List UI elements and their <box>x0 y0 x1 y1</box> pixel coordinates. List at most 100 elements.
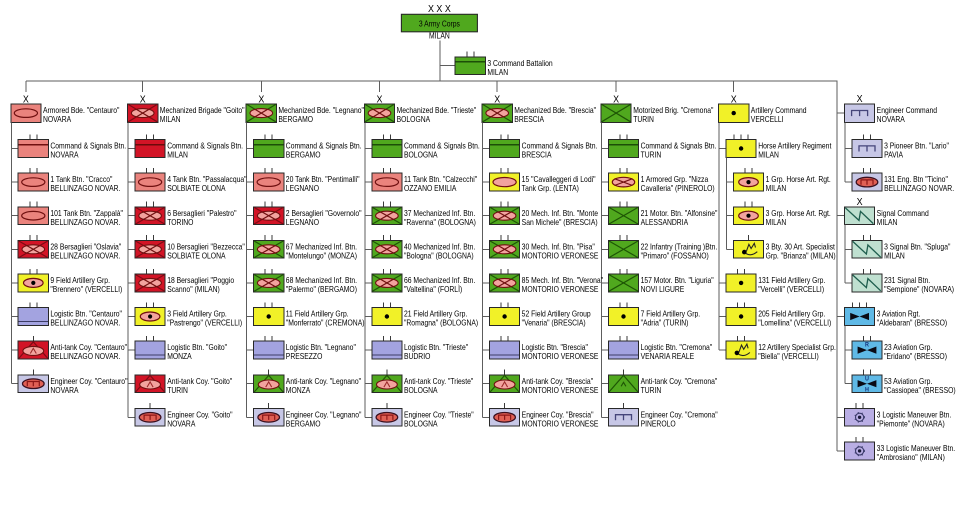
svg-text:MONZA: MONZA <box>167 352 192 362</box>
svg-text:San Michele" (BRESCIA): San Michele" (BRESCIA) <box>522 217 598 227</box>
svg-text:NOVARA: NOVARA <box>50 150 78 160</box>
svg-text:NOVARA: NOVARA <box>877 114 905 124</box>
svg-text:"Lomellina" (VERCELLI): "Lomellina" (VERCELLI) <box>758 318 831 328</box>
svg-text:X: X <box>613 94 619 106</box>
svg-text:3 Signal Btn. "Spluga": 3 Signal Btn. "Spluga" <box>884 242 951 252</box>
svg-text:Command & Signals Btn.: Command & Signals Btn. <box>50 141 126 151</box>
svg-text:BERGAMO: BERGAMO <box>286 419 321 429</box>
svg-text:205 Field Artillery Grp.: 205 Field Artillery Grp. <box>758 309 825 319</box>
svg-text:"Ravenna" (BOLOGNA): "Ravenna" (BOLOGNA) <box>404 217 476 227</box>
svg-text:Engineer Coy. "Cremona": Engineer Coy. "Cremona" <box>641 410 718 420</box>
svg-text:Engineer Coy. "Brescia": Engineer Coy. "Brescia" <box>522 410 594 420</box>
svg-text:Command & Signals Btn.: Command & Signals Btn. <box>167 141 243 151</box>
svg-text:30 Mech. Inf. Btn. "Pisa": 30 Mech. Inf. Btn. "Pisa" <box>522 242 595 252</box>
svg-text:MILAN: MILAN <box>160 114 181 124</box>
svg-text:"Pastrengo" (VERCELLI): "Pastrengo" (VERCELLI) <box>167 318 242 328</box>
svg-text:Motorized Brig. "Cremona": Motorized Brig. "Cremona" <box>633 105 714 115</box>
svg-text:Anti-tank Coy. "Brescia": Anti-tank Coy. "Brescia" <box>522 376 594 386</box>
svg-text:"Cassiopea" (BRESSO): "Cassiopea" (BRESSO) <box>884 385 956 395</box>
svg-text:52 Field Artillery Group: 52 Field Artillery Group <box>522 309 591 319</box>
svg-text:BELLINZAGO NOVAR.: BELLINZAGO NOVAR. <box>50 251 120 261</box>
svg-text:X: X <box>494 94 500 106</box>
svg-text:TURIN: TURIN <box>167 385 188 395</box>
svg-text:MILAN: MILAN <box>884 251 905 261</box>
svg-text:TURIN: TURIN <box>641 150 662 160</box>
svg-text:3 Logistic Maneuver Btn.: 3 Logistic Maneuver Btn. <box>877 410 952 420</box>
svg-text:Engineer Coy. "Legnano": Engineer Coy. "Legnano" <box>286 410 362 420</box>
svg-text:R: R <box>865 342 870 348</box>
svg-text:3 Command Battalion: 3 Command Battalion <box>487 58 552 68</box>
svg-text:X: X <box>731 94 737 106</box>
svg-text:X: X <box>857 94 863 106</box>
svg-text:OZZANO EMILIA: OZZANO EMILIA <box>404 184 456 194</box>
svg-text:"Brennero" (VERCELLI): "Brennero" (VERCELLI) <box>50 284 122 294</box>
svg-text:Anti-tank Coy. "Legnano": Anti-tank Coy. "Legnano" <box>286 376 362 386</box>
svg-text:BELLINZAGO NOVAR.: BELLINZAGO NOVAR. <box>50 318 120 328</box>
svg-text:Signal Command: Signal Command <box>877 208 929 218</box>
svg-text:Engineer Coy. "Goito": Engineer Coy. "Goito" <box>167 410 233 420</box>
svg-text:157 Motor. Btn. "Liguria": 157 Motor. Btn. "Liguria" <box>641 275 714 285</box>
svg-text:85 Mech. Inf. Btn. "Verona": 85 Mech. Inf. Btn. "Verona" <box>522 275 604 285</box>
svg-text:Command & Signals Btn.: Command & Signals Btn. <box>404 141 480 151</box>
svg-text:MILAN: MILAN <box>766 184 787 194</box>
svg-text:U: U <box>865 376 869 382</box>
svg-text:Logistic Btn. "Cremona": Logistic Btn. "Cremona" <box>641 343 713 353</box>
svg-text:"Adria" (TURIN): "Adria" (TURIN) <box>641 318 689 328</box>
svg-text:Engineer Coy. "Trieste": Engineer Coy. "Trieste" <box>404 410 474 420</box>
svg-text:NOVI LIGURE: NOVI LIGURE <box>641 284 685 294</box>
svg-text:Horse Artillery Regiment: Horse Artillery Regiment <box>758 141 831 151</box>
svg-text:28 Bersaglieri "Oslavia": 28 Bersaglieri "Oslavia" <box>50 242 121 252</box>
svg-text:23 Aviation Grp.: 23 Aviation Grp. <box>884 343 932 353</box>
svg-text:BUDRIO: BUDRIO <box>404 352 431 362</box>
svg-text:22 Infantry (Training )Btn.: 22 Infantry (Training )Btn. <box>641 242 718 252</box>
svg-text:NOVARA: NOVARA <box>50 385 78 395</box>
svg-text:Cavalleria" (PINEROLO): Cavalleria" (PINEROLO) <box>641 184 715 194</box>
svg-text:LEGNANO: LEGNANO <box>286 217 319 227</box>
svg-text:"Eridano" (BRESSO): "Eridano" (BRESSO) <box>884 352 947 362</box>
svg-text:BELLINZAGO NOVAR.: BELLINZAGO NOVAR. <box>50 352 120 362</box>
svg-text:12 Artillery Specialist Grp.: 12 Artillery Specialist Grp. <box>758 343 836 353</box>
svg-text:"Vercelli" (VERCELLI): "Vercelli" (VERCELLI) <box>758 284 824 294</box>
svg-text:3 Bty. 30 Art. Specialist: 3 Bty. 30 Art. Specialist <box>766 242 835 252</box>
svg-text:68 Mechanized Inf. Btn.: 68 Mechanized Inf. Btn. <box>286 275 357 285</box>
svg-text:X: X <box>258 94 264 106</box>
svg-text:1 Tank Btn. "Cracco": 1 Tank Btn. "Cracco" <box>50 175 112 185</box>
svg-text:Artillery Command: Artillery Command <box>751 105 807 115</box>
svg-text:NOVARA: NOVARA <box>167 419 195 429</box>
svg-text:LEGNANO: LEGNANO <box>286 184 319 194</box>
svg-text:Logistic Btn. "Legnano": Logistic Btn. "Legnano" <box>286 343 356 353</box>
svg-text:Tank Grp. (LENTA): Tank Grp. (LENTA) <box>522 184 579 194</box>
svg-text:Logistic Btn. "Centauro": Logistic Btn. "Centauro" <box>50 309 122 319</box>
svg-text:MILAN: MILAN <box>429 31 450 41</box>
svg-text:BRESCIA: BRESCIA <box>522 150 552 160</box>
svg-text:20 Mech. Inf. Btn. "Monte: 20 Mech. Inf. Btn. "Monte <box>522 208 598 218</box>
svg-text:Mechanized Bde. "Legnano": Mechanized Bde. "Legnano" <box>278 105 364 115</box>
svg-text:BELLINZAGO NOVAR.: BELLINZAGO NOVAR. <box>50 184 120 194</box>
svg-text:H: H <box>865 387 869 393</box>
svg-text:Mechanized Brigade "Goito": Mechanized Brigade "Goito" <box>160 105 245 115</box>
svg-text:TORINO: TORINO <box>167 217 193 227</box>
svg-text:X: X <box>140 94 146 106</box>
svg-text:"Palermo" (BERGAMO): "Palermo" (BERGAMO) <box>286 284 357 294</box>
svg-text:SOLBIATE OLONA: SOLBIATE OLONA <box>167 251 225 261</box>
svg-text:BELLINZAGO NOVAR.: BELLINZAGO NOVAR. <box>50 217 120 227</box>
svg-text:101 Tank Btn. "Zappalà": 101 Tank Btn. "Zappalà" <box>50 208 123 218</box>
svg-text:231 Signal Btn.: 231 Signal Btn. <box>884 275 930 285</box>
svg-text:TURIN: TURIN <box>633 114 654 124</box>
svg-text:MILAN: MILAN <box>877 217 898 227</box>
svg-text:"Biella" (VERCELLI): "Biella" (VERCELLI) <box>758 352 819 362</box>
svg-text:3 Pioneer Btn. "Lario": 3 Pioneer Btn. "Lario" <box>884 141 949 151</box>
svg-text:4 Tank Btn. "Passalacqua": 4 Tank Btn. "Passalacqua" <box>167 175 247 185</box>
svg-text:SOLBIATE OLONA: SOLBIATE OLONA <box>167 184 225 194</box>
svg-text:3 Grp. Horse Art. Rgt.: 3 Grp. Horse Art. Rgt. <box>766 208 831 218</box>
svg-text:"Bologna" (BOLOGNA): "Bologna" (BOLOGNA) <box>404 251 474 261</box>
svg-text:Anti-tank Coy. "Cremona": Anti-tank Coy. "Cremona" <box>641 376 718 386</box>
svg-text:"Venaria" (BRESCIA): "Venaria" (BRESCIA) <box>522 318 586 328</box>
svg-text:"Primaro" (FOSSANO): "Primaro" (FOSSANO) <box>641 251 709 261</box>
svg-text:33 Logistic Maneuver Btn.: 33 Logistic Maneuver Btn. <box>877 443 955 453</box>
svg-text:3 Field Artillery Grp.: 3 Field Artillery Grp. <box>167 309 227 319</box>
svg-text:BOLOGNA: BOLOGNA <box>404 150 438 160</box>
svg-text:Scanno" (MILAN): Scanno" (MILAN) <box>167 284 220 294</box>
svg-text:BOLOGNA: BOLOGNA <box>404 419 438 429</box>
svg-text:9 Field Artillery Grp.: 9 Field Artillery Grp. <box>50 275 110 285</box>
